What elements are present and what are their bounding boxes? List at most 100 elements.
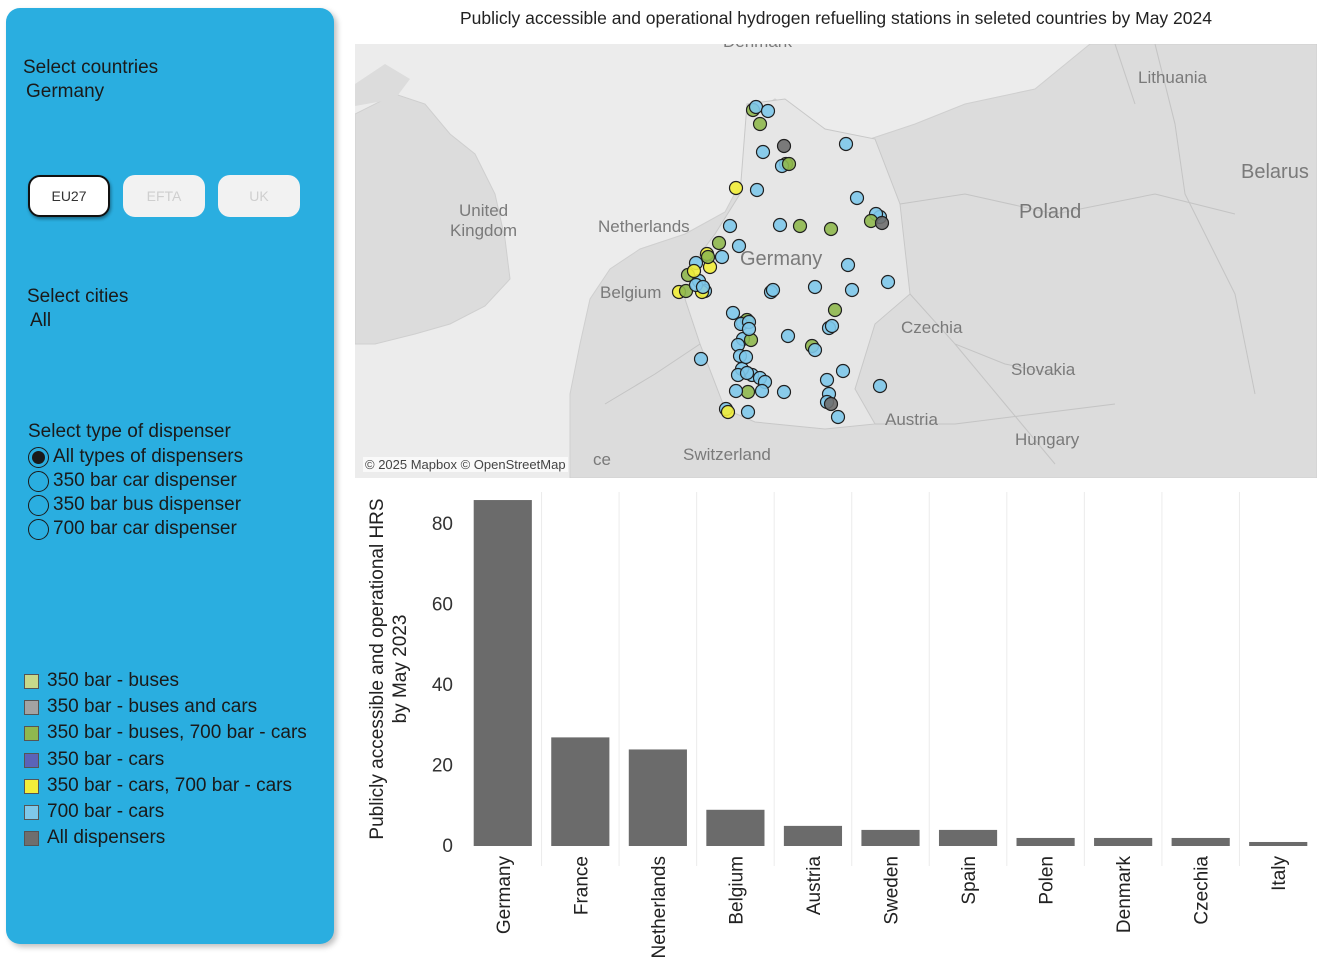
legend-item[interactable]: 350 bar - buses	[24, 669, 179, 693]
station-marker[interactable]	[740, 384, 756, 400]
legend-swatch	[24, 830, 39, 846]
station-marker[interactable]	[823, 396, 839, 412]
station-marker[interactable]	[776, 384, 792, 400]
bar-sweden[interactable]	[861, 829, 920, 846]
station-marker[interactable]	[872, 378, 888, 394]
x-tick-label: Denmark	[1114, 856, 1135, 934]
station-marker[interactable]	[827, 302, 843, 318]
legend-item[interactable]: 350 bar - cars, 700 bar - cars	[24, 774, 292, 798]
legend-item[interactable]: 350 bar - buses and cars	[24, 695, 257, 719]
station-marker[interactable]	[824, 318, 840, 334]
station-marker[interactable]	[755, 144, 771, 160]
map-label-belarus: Belarus	[1241, 161, 1309, 183]
station-marker[interactable]	[780, 328, 796, 344]
x-tick-label: France	[571, 856, 592, 915]
legend-item[interactable]: All dispensers	[24, 826, 165, 850]
station-marker[interactable]	[807, 279, 823, 295]
legend-item[interactable]: 350 bar - cars	[24, 748, 164, 772]
radio-selected-icon[interactable]	[28, 446, 49, 468]
station-marker[interactable]	[728, 180, 744, 196]
station-marker[interactable]	[776, 138, 792, 154]
radio-all-dispensers[interactable]: All types of dispensers	[28, 445, 243, 469]
station-marker[interactable]	[765, 282, 781, 298]
radio-icon[interactable]	[28, 470, 49, 492]
bar-polen[interactable]	[1016, 837, 1075, 846]
station-marker[interactable]	[844, 282, 860, 298]
station-marker[interactable]	[838, 136, 854, 152]
station-marker[interactable]	[686, 263, 702, 279]
station-marker[interactable]	[741, 321, 757, 337]
station-marker[interactable]	[748, 99, 764, 115]
station-marker[interactable]	[840, 257, 856, 273]
legend-item[interactable]: 700 bar - cars	[24, 800, 164, 824]
legend-label: 350 bar - buses and cars	[47, 696, 258, 717]
bar-czechia[interactable]	[1171, 837, 1230, 846]
bar-france[interactable]	[551, 737, 610, 846]
legend-swatch	[24, 673, 39, 689]
station-marker[interactable]	[754, 383, 770, 399]
station-marker[interactable]	[772, 217, 788, 233]
x-tick-label: Polen	[1037, 856, 1058, 905]
station-marker[interactable]	[714, 249, 730, 265]
region-button-efta[interactable]: EFTA	[123, 175, 205, 217]
bar-austria[interactable]	[783, 825, 843, 846]
bar-netherlands[interactable]	[628, 749, 687, 846]
station-marker[interactable]	[711, 235, 727, 251]
station-marker[interactable]	[720, 404, 736, 420]
bar-spain[interactable]	[938, 829, 998, 846]
radio-700-car[interactable]: 700 bar car dispenser	[28, 517, 237, 541]
radio-350-bus[interactable]: 350 bar bus dispenser	[28, 493, 241, 517]
station-marker[interactable]	[819, 372, 835, 388]
station-map[interactable]: United Kingdom Netherlands Belgium Germa…	[355, 44, 1317, 478]
selected-country-value[interactable]: Germany	[26, 81, 105, 102]
bar-belgium[interactable]	[706, 809, 765, 846]
legend-swatch	[24, 804, 39, 820]
legend-label: 350 bar - buses	[47, 670, 180, 691]
station-marker[interactable]	[752, 116, 768, 132]
bar-germany[interactable]	[473, 500, 532, 846]
bar-italy[interactable]	[1249, 841, 1308, 846]
station-marker[interactable]	[807, 342, 823, 358]
station-marker[interactable]	[760, 103, 776, 119]
station-marker[interactable]	[835, 363, 851, 379]
x-tick-label: Austria	[804, 856, 825, 916]
station-marker[interactable]	[722, 218, 738, 234]
station-marker[interactable]	[792, 218, 808, 234]
station-marker[interactable]	[728, 383, 744, 399]
region-button-eu27[interactable]: EU27	[28, 175, 110, 217]
radio-icon[interactable]	[28, 518, 49, 540]
legend-label: 350 bar - cars, 700 bar - cars	[47, 775, 292, 796]
station-marker[interactable]	[739, 365, 755, 381]
y-tick-label: 40	[432, 675, 453, 696]
station-marker[interactable]	[823, 221, 839, 237]
legend-label: 350 bar - cars	[47, 749, 165, 770]
region-button-uk[interactable]: UK	[218, 175, 300, 217]
bar-denmark[interactable]	[1094, 837, 1153, 846]
station-marker[interactable]	[781, 156, 797, 172]
station-marker[interactable]	[740, 404, 756, 420]
map-label-netherlands: Netherlands	[598, 217, 690, 236]
station-marker[interactable]	[695, 279, 711, 295]
x-tick-label: Czechia	[1192, 856, 1213, 925]
station-marker[interactable]	[731, 238, 747, 254]
station-marker[interactable]	[738, 349, 754, 365]
map-label-uk: United Kingdom	[450, 201, 518, 240]
station-marker[interactable]	[749, 182, 765, 198]
legend-item[interactable]: 350 bar - buses, 700 bar - cars	[24, 721, 307, 745]
y-tick-label: 80	[432, 514, 453, 535]
selected-city-value[interactable]: All	[30, 310, 52, 331]
hrs-bar-chart: 0 20 40 60 80 Publicly accessible and operati…	[367, 492, 1308, 958]
station-marker[interactable]	[830, 409, 846, 425]
station-marker[interactable]	[880, 274, 896, 290]
station-marker[interactable]	[700, 249, 716, 265]
map-label-slovakia: Slovakia	[1011, 360, 1076, 379]
station-marker[interactable]	[849, 190, 865, 206]
station-markers	[671, 99, 896, 425]
station-marker[interactable]	[874, 215, 890, 231]
station-marker[interactable]	[725, 305, 741, 321]
station-marker[interactable]	[693, 351, 709, 367]
radio-350-car[interactable]: 350 bar car dispenser	[28, 469, 237, 493]
x-tick-label: Spain	[959, 856, 980, 905]
radio-icon[interactable]	[28, 494, 49, 516]
map-label-lithuania: Lithuania	[1138, 68, 1208, 87]
